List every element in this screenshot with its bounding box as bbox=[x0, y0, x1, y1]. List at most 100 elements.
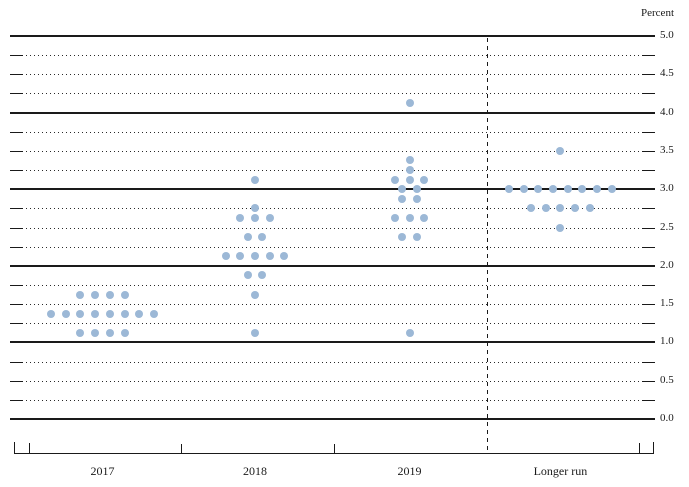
projection-dot bbox=[61, 309, 70, 318]
gridline-solid bbox=[10, 341, 655, 344]
projection-dot bbox=[76, 328, 85, 337]
projection-dot bbox=[563, 185, 572, 194]
projection-dot bbox=[251, 290, 259, 299]
x-category-label-2019: 2019 bbox=[397, 464, 422, 478]
gridline-cap bbox=[642, 323, 655, 325]
projection-dot bbox=[243, 271, 252, 280]
projection-dot bbox=[251, 328, 259, 337]
gridline-cap bbox=[642, 93, 655, 95]
projection-dot bbox=[120, 290, 129, 299]
gridline-dotted bbox=[10, 74, 655, 76]
y-tick-label: 0.0 bbox=[660, 412, 674, 424]
gridline-dotted bbox=[10, 93, 655, 95]
y-tick-label: 4.5 bbox=[660, 67, 674, 80]
x-axis-tick bbox=[29, 443, 31, 453]
x-axis-tick bbox=[180, 444, 182, 453]
gridline-cap bbox=[642, 170, 655, 172]
projection-dot bbox=[120, 328, 129, 337]
projection-dot bbox=[398, 194, 407, 203]
projection-dot bbox=[251, 252, 259, 261]
gridline-cap bbox=[642, 74, 655, 76]
gridline-solid bbox=[10, 264, 655, 267]
projection-dot bbox=[504, 185, 513, 194]
gridline-cap bbox=[10, 323, 23, 325]
projection-dot bbox=[265, 252, 274, 261]
projection-dot bbox=[556, 204, 565, 213]
projection-dot bbox=[105, 328, 114, 337]
projection-dot bbox=[221, 252, 230, 261]
x-category-label-longer-run: Longer run bbox=[533, 464, 588, 478]
gridline-cap bbox=[642, 361, 655, 363]
projection-dot bbox=[236, 213, 245, 222]
gridline-dotted bbox=[10, 361, 655, 363]
projection-dot bbox=[251, 213, 259, 222]
projection-dot bbox=[105, 290, 114, 299]
projection-dot bbox=[578, 185, 587, 194]
gridline-cap bbox=[642, 227, 655, 229]
projection-dot bbox=[527, 204, 535, 213]
y-tick-label: 0.5 bbox=[660, 373, 674, 386]
projection-dot bbox=[120, 309, 129, 318]
gridline-cap bbox=[10, 55, 23, 57]
y-tick-label: 2.5 bbox=[660, 220, 674, 233]
projection-dot bbox=[405, 328, 414, 337]
projection-dot bbox=[405, 213, 414, 222]
projection-dot bbox=[607, 185, 616, 194]
gridline-cap bbox=[642, 208, 655, 210]
projection-dot bbox=[390, 175, 399, 184]
gridline-dotted bbox=[10, 284, 655, 286]
projection-dot bbox=[149, 309, 158, 318]
projection-dot bbox=[541, 204, 550, 213]
gridline-dotted bbox=[10, 208, 655, 210]
projection-dot bbox=[420, 213, 429, 222]
gridline-cap bbox=[10, 284, 23, 286]
projection-dot bbox=[236, 252, 245, 261]
x-category-label-2018: 2018 bbox=[243, 464, 267, 478]
y-tick-label: 3.5 bbox=[660, 143, 674, 156]
projection-dot bbox=[251, 175, 259, 184]
projection-dot bbox=[135, 309, 144, 318]
projection-dot bbox=[585, 204, 594, 213]
projection-dot bbox=[556, 223, 565, 232]
gridline-cap bbox=[10, 74, 23, 76]
projection-dot bbox=[593, 185, 602, 194]
gridline-cap bbox=[10, 304, 23, 306]
projection-dot bbox=[412, 233, 421, 242]
projection-dot bbox=[412, 185, 421, 194]
gridline-dotted bbox=[10, 170, 655, 172]
gridline-solid bbox=[10, 111, 655, 114]
projection-dot bbox=[47, 309, 56, 318]
gridline-cap bbox=[10, 399, 23, 401]
gridline-solid bbox=[10, 188, 655, 191]
gridline-cap bbox=[642, 304, 655, 306]
projection-dot bbox=[243, 233, 252, 242]
projection-dot bbox=[91, 328, 100, 337]
x-axis-tick bbox=[334, 444, 335, 453]
gridline-dotted bbox=[10, 227, 655, 229]
y-tick-label: 4.0 bbox=[660, 105, 674, 118]
gridline-solid bbox=[10, 418, 655, 420]
projection-dot bbox=[265, 213, 274, 222]
gridline-cap bbox=[10, 227, 23, 229]
projection-dot bbox=[398, 233, 407, 242]
gridline-cap bbox=[642, 55, 655, 57]
projection-dot bbox=[91, 290, 100, 299]
projection-dot bbox=[405, 99, 414, 108]
gridline-dotted bbox=[10, 399, 655, 401]
y-axis-unit-label: Percent bbox=[641, 7, 674, 19]
projection-dot bbox=[549, 185, 558, 194]
x-axis-line bbox=[14, 453, 654, 454]
gridline-cap bbox=[10, 170, 23, 172]
projection-dot bbox=[76, 290, 85, 299]
y-tick-label: 1.0 bbox=[660, 335, 674, 348]
gridline-cap bbox=[10, 208, 23, 210]
projection-dot bbox=[405, 175, 414, 184]
gridline-dotted bbox=[10, 55, 655, 57]
projection-dot bbox=[519, 185, 528, 194]
gridline-dotted bbox=[10, 150, 655, 152]
y-tick-label: 3.0 bbox=[660, 182, 674, 195]
projection-dot bbox=[405, 166, 414, 175]
projection-dot bbox=[420, 175, 429, 184]
projection-dot bbox=[398, 185, 407, 194]
